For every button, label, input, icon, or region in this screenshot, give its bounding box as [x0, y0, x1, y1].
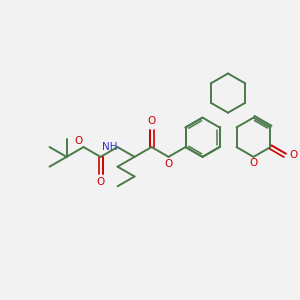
Text: O: O	[164, 159, 173, 169]
Text: O: O	[74, 136, 83, 146]
Text: O: O	[249, 158, 258, 168]
Text: O: O	[290, 150, 298, 161]
Text: O: O	[96, 178, 105, 188]
Text: O: O	[147, 116, 156, 127]
Text: NH: NH	[102, 142, 118, 152]
